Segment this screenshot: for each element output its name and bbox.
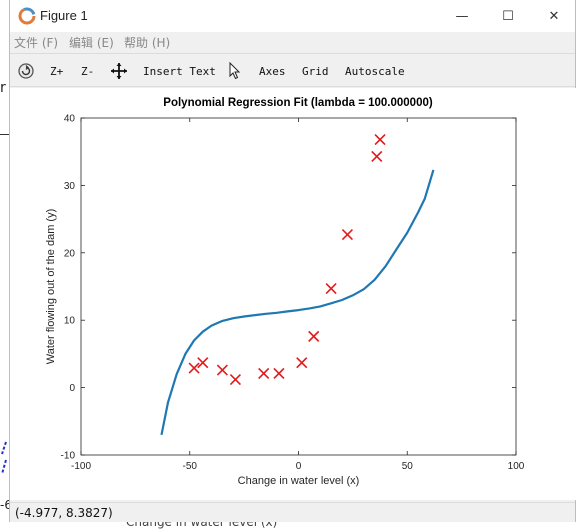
insert-text-button[interactable]: Insert Text (143, 64, 216, 78)
x-tick-label: 100 (508, 461, 525, 472)
axes-box (80, 117, 517, 456)
y-axis-label: Water flowing out of the dam (y) (45, 209, 57, 365)
close-button[interactable]: ✕ (531, 0, 576, 32)
data-point-marker (188, 362, 200, 374)
y-axis-ticks: -10 0 10 20 30 40 (61, 114, 516, 462)
data-point-marker (308, 330, 320, 342)
zoom-in-button[interactable]: Z+ (50, 64, 64, 78)
close-icon: ✕ (548, 8, 560, 24)
background-rule (0, 134, 9, 135)
data-point-marker (341, 229, 354, 241)
data-point-marker (325, 282, 337, 295)
data-point-marker (229, 373, 241, 386)
rotate-icon (18, 63, 34, 79)
data-point-marker (258, 367, 270, 380)
y-tick-label: 30 (64, 181, 76, 192)
plot-canvas[interactable]: Polynomial Regression Fit (lambda = 100.… (10, 88, 576, 500)
toolbar: Z+ Z- Insert Text Axes Grid Autoscale (10, 53, 575, 87)
background-dash-marks (1, 441, 7, 475)
menu-file[interactable]: 文件 (F) (14, 36, 59, 50)
title-bar[interactable]: Figure 1 — ☐ ✕ (10, 0, 575, 32)
menu-help[interactable]: 帮助 (H) (124, 36, 171, 50)
pointer-icon (229, 62, 241, 80)
y-tick-label: 20 (64, 248, 76, 259)
x-axis-ticks: -100 -50 0 50 100 (71, 118, 525, 472)
plot-series (160, 134, 435, 436)
autoscale-button[interactable]: Autoscale (345, 64, 405, 78)
x-tick-label: -100 (71, 461, 91, 472)
x-tick-label: 0 (296, 461, 302, 472)
menu-edit[interactable]: 编辑 (E) (69, 36, 114, 50)
figure-window: Figure 1 — ☐ ✕ 文件 (F) 编辑 (E) 帮助 (H) Z+ Z… (9, 0, 576, 522)
data-point-marker (371, 150, 383, 162)
select-pointer-button[interactable] (228, 61, 242, 81)
maximize-button[interactable]: ☐ (485, 0, 531, 32)
x-axis-label: Change in water level (x) (238, 475, 360, 487)
data-point-marker (296, 357, 308, 369)
zoom-out-button[interactable]: Z- (81, 64, 95, 78)
status-bar: (-4.977, 8.3827) (10, 502, 575, 522)
data-point-marker (216, 364, 228, 376)
window-title: Figure 1 (40, 8, 88, 23)
pan-icon (111, 63, 127, 79)
background-fragment-six: -6 (0, 498, 12, 512)
minimize-button[interactable]: — (439, 0, 485, 32)
y-tick-label: -10 (61, 451, 76, 462)
data-point-marker (273, 367, 285, 380)
y-tick-label: 10 (64, 316, 76, 327)
axes-button[interactable]: Axes (259, 64, 286, 78)
cursor-coordinates: (-4.977, 8.3827) (15, 506, 113, 520)
y-tick-label: 40 (64, 114, 76, 125)
data-point-marker (374, 134, 386, 146)
chart-title: Polynomial Regression Fit (lambda = 100.… (163, 97, 433, 109)
octave-logo-icon (18, 7, 36, 25)
minimize-icon: — (455, 8, 469, 24)
background-fragment-r: r (0, 80, 6, 96)
data-point-marker (197, 357, 209, 369)
rotate-button[interactable] (17, 61, 35, 81)
maximize-icon: ☐ (502, 8, 514, 24)
chart[interactable]: Polynomial Regression Fit (lambda = 100.… (10, 88, 576, 500)
x-tick-label: 50 (402, 461, 414, 472)
pan-button[interactable] (110, 61, 128, 81)
y-tick-label: 0 (69, 383, 75, 394)
x-tick-label: -50 (183, 461, 198, 472)
grid-button[interactable]: Grid (302, 64, 329, 78)
menu-bar: 文件 (F) 编辑 (E) 帮助 (H) (10, 32, 575, 52)
fit-curve-line (160, 169, 435, 436)
